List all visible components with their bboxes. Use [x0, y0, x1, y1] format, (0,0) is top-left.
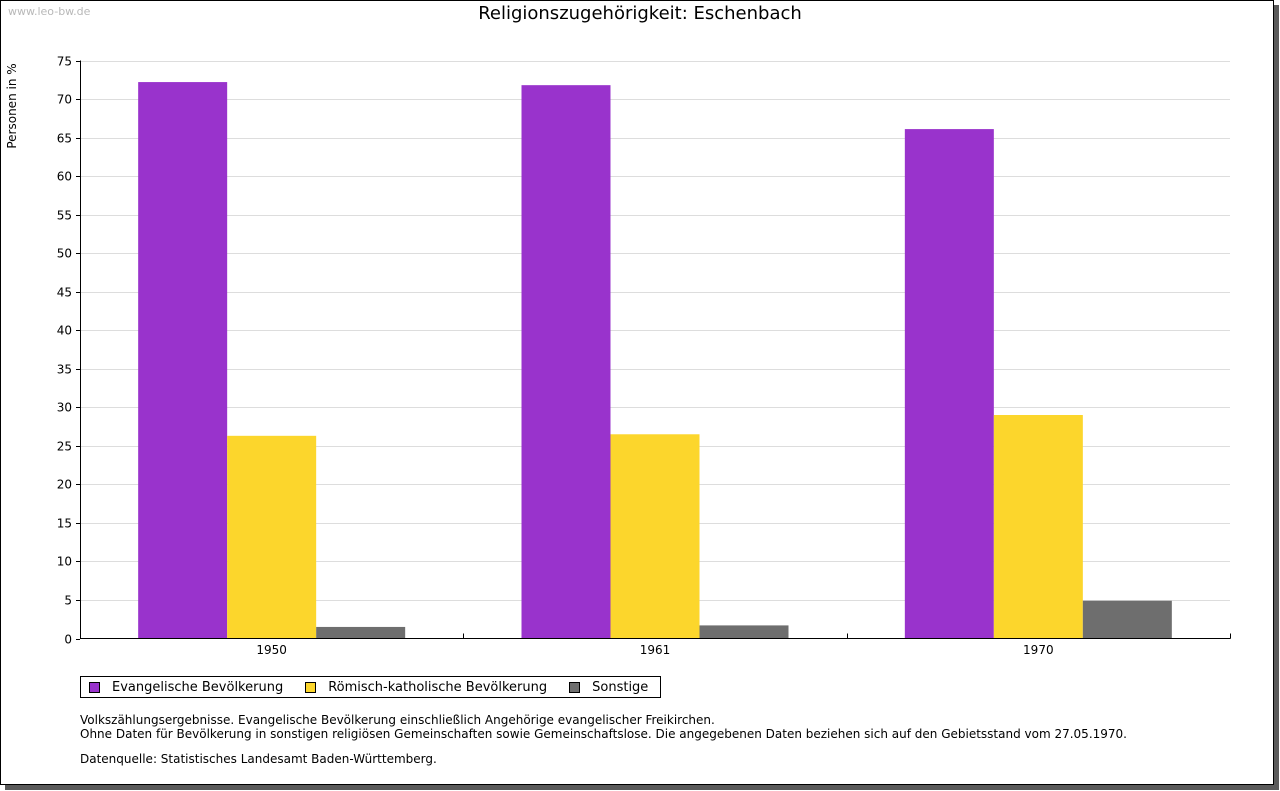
bar: [138, 82, 228, 639]
axes: [76, 60, 1231, 640]
bar: [610, 434, 700, 639]
y-tick-label: 35: [57, 363, 72, 377]
watermark: www.leo-bw.de: [8, 5, 91, 18]
x-tick-label: 1961: [640, 643, 671, 657]
y-tick-label: 65: [57, 132, 72, 146]
bar: [1082, 600, 1172, 639]
y-tick-label: 55: [57, 209, 72, 223]
y-tick-label: 10: [57, 555, 72, 569]
x-tick-labels: 1950 1961 1970: [256, 643, 1053, 657]
legend-swatch: [89, 681, 100, 693]
x-tick-label: 1950: [256, 643, 287, 657]
y-tick-label: 15: [57, 517, 72, 531]
chart-notes: Volkszählungsergebnisse. Evangelische Be…: [80, 713, 1127, 741]
bar: [699, 625, 789, 639]
y-tick-label: 40: [57, 324, 72, 338]
y-tick-label: 25: [57, 440, 72, 454]
note-line-1: Volkszählungsergebnisse. Evangelische Be…: [80, 713, 715, 727]
bar: [904, 129, 994, 639]
legend-label: Römisch-katholische Bevölkerung: [328, 679, 548, 695]
legend-item-evangelisch: Evangelische Bevölkerung: [89, 680, 283, 695]
y-tick-labels: 0 5 10 15 20 25 30 35 40 45 50 55 60 65 70 75: [57, 55, 72, 647]
y-tick-label: 70: [57, 93, 72, 107]
y-tick-label: 50: [57, 247, 72, 261]
y-tick-label: 60: [57, 170, 72, 184]
legend-swatch: [569, 681, 581, 693]
y-tick-label: 0: [64, 633, 72, 647]
legend: Evangelische Bevölkerung Römisch-katholi…: [80, 676, 662, 698]
y-tick-label: 30: [57, 401, 72, 415]
bar: [521, 85, 611, 639]
legend-label: Sonstige: [592, 679, 649, 695]
bar: [227, 435, 317, 639]
note-line-2: Ohne Daten für Bevölkerung in sonstigen …: [80, 727, 1127, 741]
legend-item-katholisch: Römisch-katholische Bevölkerung: [305, 680, 547, 695]
y-tick-label: 75: [57, 55, 72, 69]
y-tick-label: 20: [57, 478, 72, 492]
legend-label: Evangelische Bevölkerung: [112, 679, 284, 695]
y-axis-label: Personen in %: [5, 63, 19, 148]
x-tick-label: 1970: [1023, 643, 1054, 657]
y-tick-label: 5: [64, 594, 72, 608]
y-tick-label: 45: [57, 286, 72, 300]
legend-item-sonstige: Sonstige: [569, 680, 648, 695]
data-source: Datenquelle: Statistisches Landesamt Bad…: [80, 752, 437, 766]
bar: [993, 415, 1083, 639]
bar: [316, 626, 406, 639]
chart-title: Religionszugehörigkeit: Eschenbach: [478, 3, 802, 24]
bars: [138, 82, 1172, 639]
legend-swatch: [305, 681, 317, 693]
